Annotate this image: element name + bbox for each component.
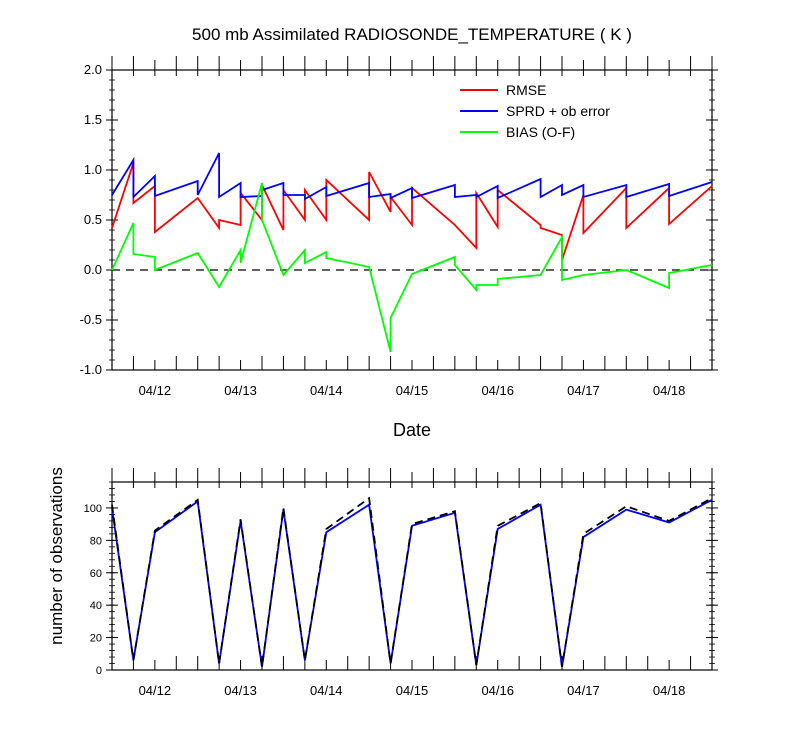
- y-tick-label: 40: [90, 600, 102, 612]
- y-tick-label: 0: [96, 665, 102, 677]
- series-line-bias-o-f: [111, 182, 713, 353]
- x-tick-label: 04/13: [224, 683, 257, 698]
- y-tick-label: 0.0: [84, 262, 102, 277]
- series-line-possible: [111, 496, 713, 667]
- series-line-assimilated: [111, 499, 713, 667]
- y-tick-label: -1.0: [80, 362, 102, 377]
- y-axis-label: number of observations: [47, 467, 66, 645]
- x-tick-label: 04/12: [139, 683, 172, 698]
- y-tick-label: 1.0: [84, 162, 102, 177]
- x-tick-label: 04/18: [653, 683, 686, 698]
- x-tick-label: 04/12: [139, 383, 172, 398]
- plot-frame: [111, 481, 713, 671]
- legend-label: SPRD + ob error: [506, 103, 610, 119]
- y-tick-label: 2.0: [84, 62, 102, 77]
- stats-panel: -1.0 -0.5 0.0 0.5 1.0 1.5 2.0 04/12 04/13 04/14 04…: [80, 25, 718, 440]
- y-tick-label: 0.5: [84, 212, 102, 227]
- y-tick-label: 100: [84, 503, 102, 515]
- x-tick-label: 04/14: [310, 683, 343, 698]
- x-tick-label: 04/15: [396, 383, 429, 398]
- y-tick-label: -0.5: [80, 312, 102, 327]
- y-tick-label: 60: [90, 568, 102, 580]
- x-tick-label: 04/13: [224, 383, 257, 398]
- chart-title: 500 mb Assimilated RADIOSONDE_TEMPERATUR…: [192, 25, 632, 44]
- x-tick-label: 04/15: [396, 683, 429, 698]
- legend: RMSE SPRD + ob error BIAS (O-F): [460, 82, 610, 140]
- y-tick-label: 20: [90, 633, 102, 645]
- x-tick-label: 04/17: [567, 683, 600, 698]
- x-axis-label: Date: [393, 420, 431, 440]
- series-line-sprd-ob-error: [111, 152, 713, 201]
- series-line-rmse: [111, 162, 713, 261]
- legend-label: BIAS (O-F): [506, 124, 575, 140]
- x-tick-label: 04/17: [567, 383, 600, 398]
- obs-count-panel: 0 20 40 60 80 100 04/12 04/13 04/14 04/15 04/16 04/…: [47, 467, 718, 698]
- x-tick-label: 04/14: [310, 383, 343, 398]
- x-tick-label: 04/16: [481, 683, 514, 698]
- x-tick-label: 04/16: [481, 383, 514, 398]
- y-tick-label: 80: [90, 535, 102, 547]
- y-tick-label: 1.5: [84, 112, 102, 127]
- legend-label: RMSE: [506, 82, 546, 98]
- x-tick-label: 04/18: [653, 383, 686, 398]
